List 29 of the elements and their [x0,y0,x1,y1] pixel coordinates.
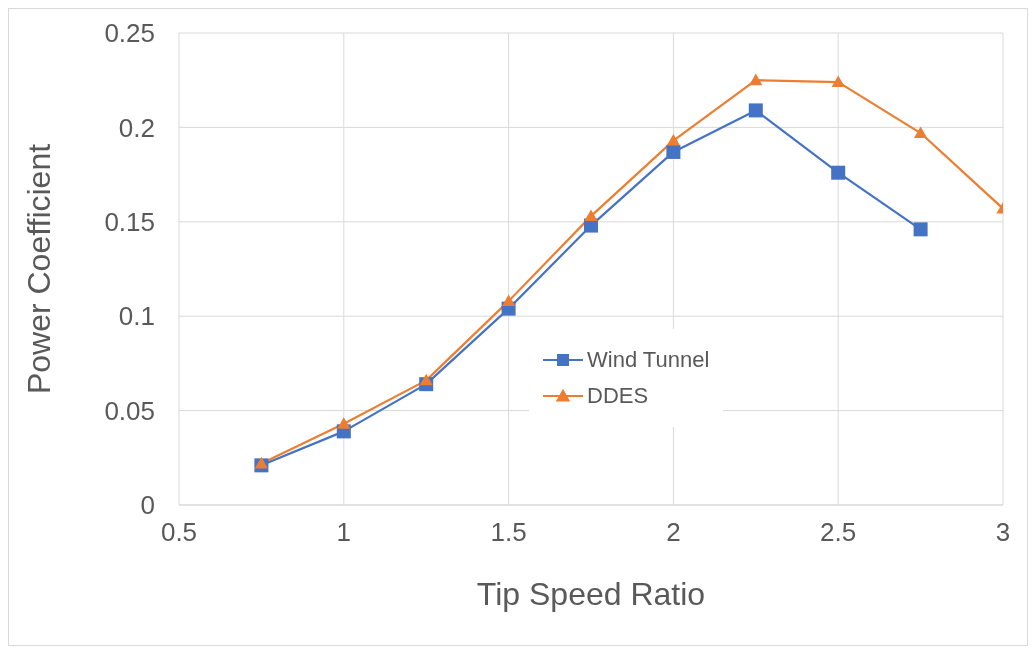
y-tick-label: 0.2 [118,112,155,143]
point [914,126,928,139]
y-tick-label: 0 [140,490,155,521]
x-tick-label: 2.5 [820,517,857,548]
point [831,75,845,88]
x-tick-label: 3 [995,517,1011,548]
point [337,417,351,429]
x-tick-label: 1 [336,517,352,548]
point [913,222,928,237]
legend-label: DDES [587,383,649,409]
y-axis-title: Power Coefficient [21,143,58,395]
point [831,165,846,180]
legend-label: Wind Tunnel [587,347,710,373]
y-tick-label: 0.15 [104,207,155,238]
point [666,144,681,159]
x-tick-label: 2 [666,517,681,548]
x-tick-label: 0.5 [160,517,198,548]
x-axis-title: Tip Speed Ratio [476,576,706,612]
y-tick-label: 0.25 [104,18,155,49]
point [749,73,763,86]
point [666,134,680,146]
point [254,456,268,469]
y-tick-label: 0.05 [104,395,155,426]
x-tick-label: 1.5 [490,517,527,548]
point [748,103,763,118]
y-tick-label: 0.1 [118,301,155,332]
point [419,373,433,386]
point [502,294,516,307]
point [584,209,598,222]
